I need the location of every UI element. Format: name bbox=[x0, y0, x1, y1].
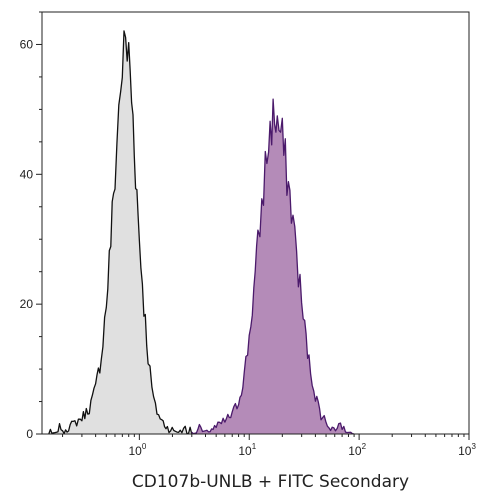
y-axis: 0 20 40 60 bbox=[20, 11, 42, 441]
x-axis-label: CD107b-UNLB + FITC Secondary bbox=[132, 472, 409, 492]
histogram-area-2 bbox=[191, 99, 355, 434]
y-tick-label: 40 bbox=[20, 167, 34, 181]
histogram-outline-2 bbox=[191, 98, 355, 435]
plot-frame bbox=[41, 11, 470, 435]
histogram-area-1 bbox=[48, 30, 192, 435]
x-tick-label: 100 bbox=[128, 442, 146, 458]
y-tick-label: 60 bbox=[20, 37, 34, 51]
x-tick-label: 101 bbox=[238, 442, 256, 458]
x-axis: 100 101 102 103 bbox=[62, 434, 476, 458]
series-layer bbox=[48, 30, 355, 435]
y-tick-label: 20 bbox=[20, 297, 34, 311]
x-tick-label: 102 bbox=[348, 442, 366, 458]
x-tick-label: 103 bbox=[458, 442, 476, 458]
histogram-outline-1 bbox=[48, 30, 193, 435]
y-tick-label: 0 bbox=[26, 427, 33, 441]
